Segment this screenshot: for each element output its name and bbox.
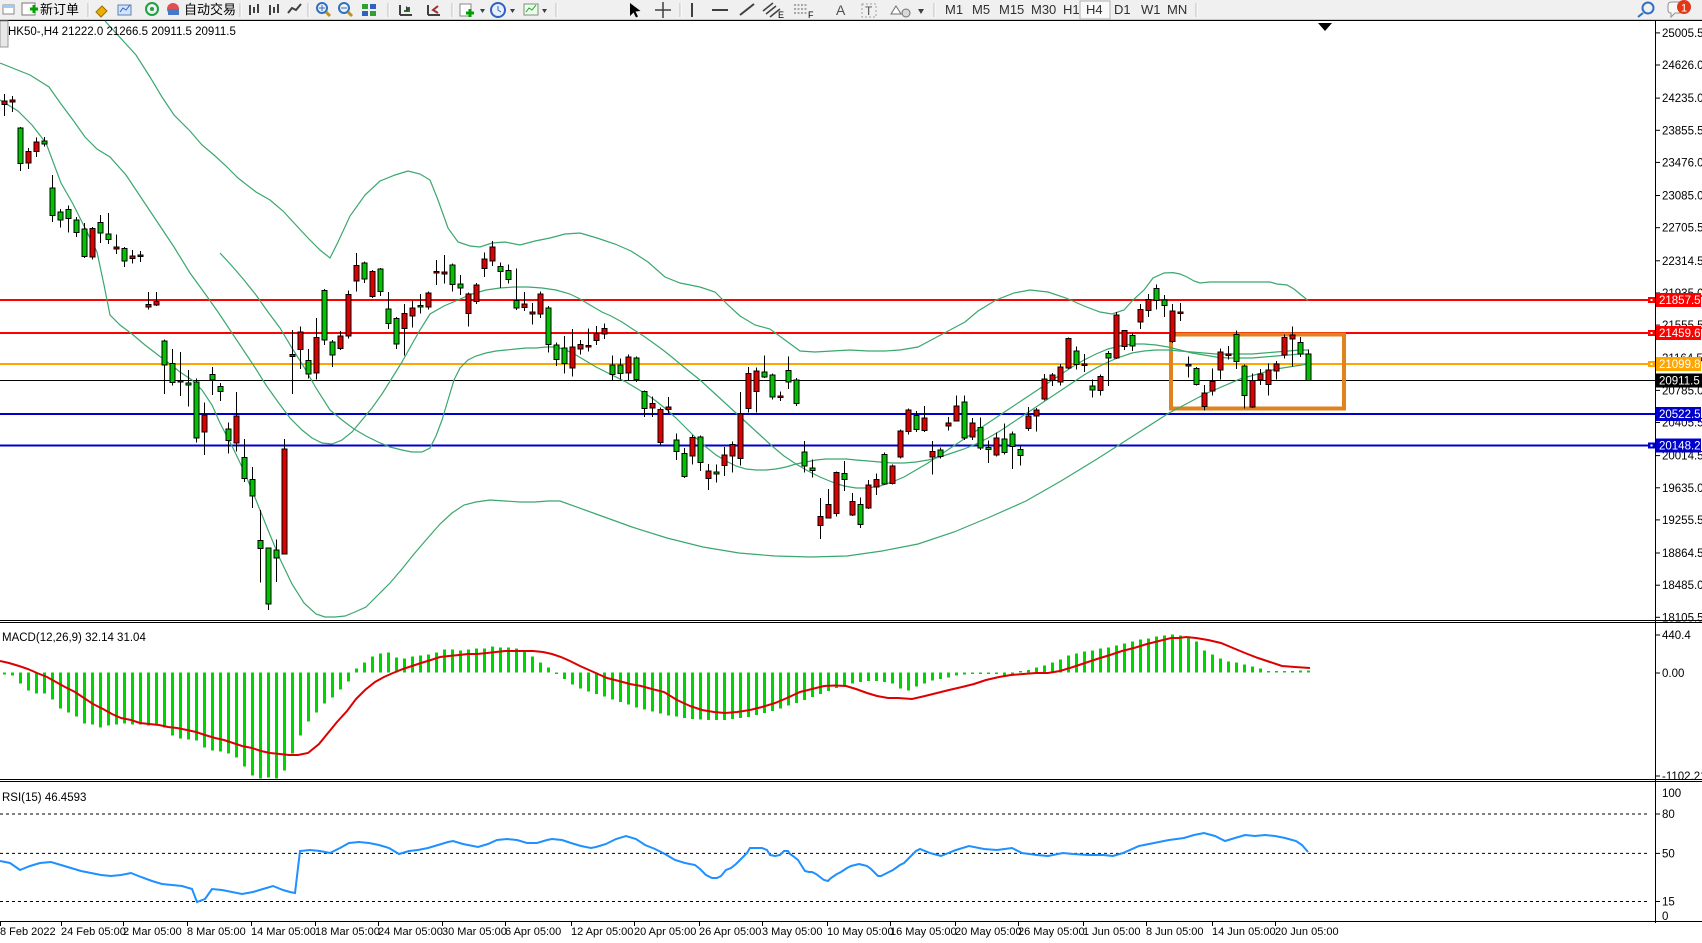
svg-text:12 Apr 05:00: 12 Apr 05:00: [571, 926, 633, 938]
svg-text:21459.6: 21459.6: [1659, 328, 1701, 340]
svg-text:新订单: 新订单: [40, 2, 79, 17]
svg-text:19635.0: 19635.0: [1662, 483, 1702, 495]
svg-text:23085.0: 23085.0: [1662, 191, 1702, 203]
svg-text:20 Apr 05:00: 20 Apr 05:00: [634, 926, 696, 938]
svg-text:RSI(15) 46.4593: RSI(15) 46.4593: [2, 792, 86, 804]
svg-text:F: F: [808, 10, 814, 20]
svg-text:M30: M30: [1031, 2, 1056, 17]
svg-text:A: A: [836, 2, 846, 18]
svg-text:M5: M5: [972, 2, 990, 17]
svg-text:18864.5: 18864.5: [1662, 548, 1702, 560]
svg-text:3 May 05:00: 3 May 05:00: [762, 926, 823, 938]
svg-text:6 Apr 05:00: 6 Apr 05:00: [505, 926, 561, 938]
svg-text:22314.5: 22314.5: [1662, 256, 1702, 268]
svg-text:1 Jun 05:00: 1 Jun 05:00: [1083, 926, 1141, 938]
svg-text:14 Mar 05:00: 14 Mar 05:00: [251, 926, 316, 938]
svg-text:H1: H1: [1063, 2, 1080, 17]
svg-text:50: 50: [1662, 848, 1675, 860]
svg-text:24626.0: 24626.0: [1662, 60, 1702, 72]
svg-text:8 Feb 2022: 8 Feb 2022: [0, 926, 56, 938]
svg-text:T: T: [865, 4, 873, 18]
svg-text:23855.5: 23855.5: [1662, 125, 1702, 137]
svg-text:20 Jun 05:00: 20 Jun 05:00: [1275, 926, 1339, 938]
svg-text:2 Mar 05:00: 2 Mar 05:00: [123, 926, 182, 938]
svg-text:30 Mar 05:00: 30 Mar 05:00: [442, 926, 507, 938]
svg-text:20148.2: 20148.2: [1659, 441, 1701, 453]
svg-text:M1: M1: [945, 2, 963, 17]
svg-text:MN: MN: [1167, 2, 1187, 17]
svg-text:18 Mar 05:00: 18 Mar 05:00: [315, 926, 380, 938]
svg-text:19255.5: 19255.5: [1662, 515, 1702, 527]
svg-text:24 Feb 05:00: 24 Feb 05:00: [61, 926, 126, 938]
svg-text:1: 1: [1681, 3, 1687, 15]
svg-text:-1102.21: -1102.21: [1662, 771, 1702, 783]
svg-text:W1: W1: [1141, 2, 1161, 17]
svg-text:23476.0: 23476.0: [1662, 157, 1702, 169]
svg-text:21099.8: 21099.8: [1659, 359, 1701, 371]
svg-text:22705.5: 22705.5: [1662, 223, 1702, 235]
svg-text:24235.0: 24235.0: [1662, 93, 1702, 105]
svg-text:E: E: [778, 10, 784, 20]
svg-text:20 May 05:00: 20 May 05:00: [955, 926, 1022, 938]
svg-text:20911.5: 20911.5: [1659, 376, 1700, 388]
svg-text:24 Mar 05:00: 24 Mar 05:00: [378, 926, 443, 938]
svg-text:M15: M15: [999, 2, 1024, 17]
svg-text:20785.0: 20785.0: [1662, 385, 1702, 397]
svg-text:14 Jun 05:00: 14 Jun 05:00: [1212, 926, 1276, 938]
svg-text:10 May 05:00: 10 May 05:00: [827, 926, 894, 938]
svg-text:20522.5: 20522.5: [1659, 409, 1701, 421]
svg-text:18105.5: 18105.5: [1662, 612, 1702, 624]
svg-text:MACD(12,26,9) 32.14 31.04: MACD(12,26,9) 32.14 31.04: [2, 632, 146, 644]
svg-text:26 Apr 05:00: 26 Apr 05:00: [699, 926, 761, 938]
svg-text:自动交易: 自动交易: [184, 2, 236, 17]
svg-text:80: 80: [1662, 809, 1675, 821]
svg-text:15: 15: [1662, 897, 1675, 909]
svg-text:0.00: 0.00: [1662, 668, 1684, 680]
svg-text:8 Mar 05:00: 8 Mar 05:00: [187, 926, 246, 938]
svg-text:440.4: 440.4: [1662, 630, 1691, 642]
svg-text:20014.5: 20014.5: [1662, 451, 1702, 463]
svg-text:26 May 05:00: 26 May 05:00: [1018, 926, 1085, 938]
svg-text:100: 100: [1662, 788, 1681, 800]
svg-text:16 May 05:00: 16 May 05:00: [890, 926, 957, 938]
svg-text:0: 0: [1662, 911, 1668, 923]
svg-text:25005.5: 25005.5: [1662, 28, 1702, 40]
svg-text:H4: H4: [1086, 2, 1103, 17]
svg-text:18485.0: 18485.0: [1662, 580, 1702, 592]
svg-text:D1: D1: [1114, 2, 1131, 17]
svg-text:21857.5: 21857.5: [1659, 295, 1701, 307]
svg-text:8 Jun 05:00: 8 Jun 05:00: [1146, 926, 1204, 938]
svg-text:HK50-,H4 21222.0 21266.5 2091: HK50-,H4 21222.0 21266.5 20911.5 20911.5: [8, 26, 236, 38]
